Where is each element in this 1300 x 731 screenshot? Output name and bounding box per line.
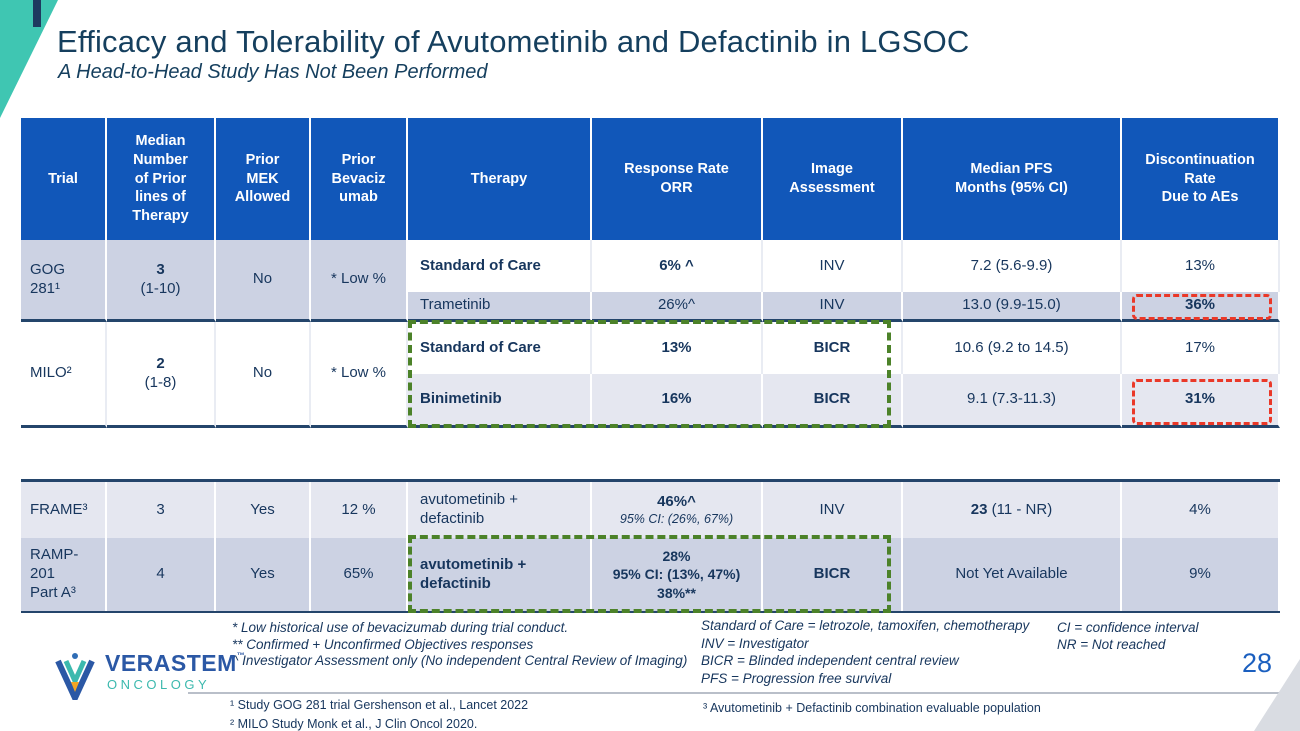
corner-accent-bar	[33, 0, 41, 27]
frame-therapy-cell: avutometinib + defactinib	[408, 482, 592, 538]
ramp-orr-value: 28%	[662, 548, 691, 565]
milo-soc-orr-cell: 13%	[592, 322, 763, 374]
trademark-symbol: ™	[236, 651, 246, 660]
avutometinib-trials-table: FRAME³ 3 Yes 12 % avutometinib + defacti…	[21, 479, 1280, 613]
footnote-line: PFS = Progression free survival	[701, 670, 892, 686]
gog-prior-bev-cell: * Low %	[311, 240, 408, 322]
frame-orr-value: 46%^	[657, 492, 696, 510]
verastem-division: ONCOLOGY	[107, 677, 211, 692]
citations-right: ³ Avutometinib + Defactinib combination …	[703, 699, 1041, 718]
verastem-brand: VERASTEM™	[105, 650, 246, 676]
frame-prior-lines-cell: 3	[107, 482, 216, 538]
frame-pfs-cell: 23 (11 - NR)	[903, 482, 1122, 538]
footer-divider-line	[188, 692, 1300, 694]
frame-pfs-text: 23 (11 - NR)	[971, 501, 1052, 520]
frame-prior-mek-cell: Yes	[216, 482, 311, 538]
frame-pfs-range: (11 - NR)	[987, 500, 1053, 518]
milo-prior-bev-cell: * Low %	[311, 322, 408, 428]
col-header-prior-mek: Prior MEK Allowed	[216, 118, 311, 240]
gog-prior-lines-median: 3	[156, 260, 165, 278]
trial-comparison-table: Trial Median Number of Prior lines of Th…	[21, 118, 1280, 428]
page-subtitle: A Head-to-Head Study Has Not Been Perfor…	[58, 61, 488, 83]
col-header-discontinuation: Discontinuation Rate Due to AEs	[1122, 118, 1280, 240]
corner-accent-triangle	[0, 0, 58, 118]
col-header-image-assessment: Image Assessment	[763, 118, 903, 240]
frame-prior-bev-cell: 12 %	[311, 482, 408, 538]
footnotes-left: * Low historical use of bevacizumab duri…	[232, 620, 687, 670]
ramp-orr-ci: 95% CI: (13%, 47%)	[612, 566, 741, 583]
frame-pfs-median: 23	[970, 500, 988, 518]
milo-soc-therapy-cell: Standard of Care	[408, 322, 592, 374]
footnote-line: NR = Not reached	[1057, 636, 1166, 652]
citations-left: ¹ Study GOG 281 trial Gershenson et al.,…	[230, 696, 528, 731]
footnotes-middle: Standard of Care = letrozole, tamoxifen,…	[701, 617, 1029, 687]
gog-trial-cell: GOG 281¹	[21, 240, 107, 322]
page-title: Efficacy and Tolerability of Avutometini…	[57, 24, 970, 59]
col-header-response-rate: Response Rate ORR	[592, 118, 763, 240]
milo-binimetinib-pfs-cell: 9.1 (7.3-11.3)	[903, 374, 1122, 428]
milo-binimetinib-orr-cell: 16%	[592, 374, 763, 428]
verastem-logo-text: VERASTEM™ ONCOLOGY	[105, 650, 246, 693]
footnote-line: BICR = Blinded independent central revie…	[701, 653, 959, 669]
gog-trametinib-pfs-cell: 13.0 (9.9-15.0)	[903, 292, 1122, 322]
milo-soc-discontinuation-cell: 17%	[1122, 322, 1280, 374]
ramp-orr-unconfirmed: 38%**	[657, 584, 696, 601]
gog-prior-lines-cell: 3 (1-10)	[107, 240, 216, 322]
footnote-line: CI = confidence interval	[1057, 620, 1199, 635]
gog-trametinib-discontinuation-cell: 36%	[1122, 292, 1280, 322]
col-header-prior-bevacizumab: Prior Bevaciz umab	[311, 118, 408, 240]
footnote-line: ** Confirmed + Unconfirmed Objectives re…	[232, 636, 534, 652]
gog-soc-assessment-cell: INV	[763, 240, 903, 292]
milo-prior-lines-cell: 2 (1-8)	[107, 322, 216, 428]
citation-line: ¹ Study GOG 281 trial Gershenson et al.,…	[230, 698, 529, 712]
frame-orr-cell: 46%^ 95% CI: (26%, 67%)	[592, 482, 763, 538]
footnote-line: INV = Investigator	[701, 635, 809, 651]
ramp-assessment-cell: BICR	[763, 538, 903, 611]
col-header-median-pfs: Median PFS Months (95% CI)	[903, 118, 1122, 240]
milo-soc-assessment-cell: BICR	[763, 322, 903, 374]
milo-prior-mek-cell: No	[216, 322, 311, 428]
gog-soc-pfs-cell: 7.2 (5.6-9.9)	[903, 240, 1122, 292]
gog-prior-mek-cell: No	[216, 240, 311, 322]
ramp-trial-cell: RAMP- 201 Part A³	[21, 538, 107, 611]
gog-soc-orr-cell: 6% ^	[592, 240, 763, 292]
gog-trametinib-orr-cell: 26%^	[592, 292, 763, 322]
frame-discontinuation-cell: 4%	[1122, 482, 1280, 538]
ramp-orr-cell: 28% 95% CI: (13%, 47%) 38%**	[592, 538, 763, 611]
ramp-discontinuation-cell: 9%	[1122, 538, 1280, 611]
gog-soc-therapy-cell: Standard of Care	[408, 240, 592, 292]
page-number: 28	[1241, 648, 1272, 678]
ramp-prior-bev-cell: 65%	[311, 538, 408, 611]
citation-line: ³ Avutometinib + Defactinib combination …	[703, 701, 1041, 715]
milo-prior-lines-median: 2	[156, 354, 165, 372]
gog-trametinib-assessment-cell: INV	[763, 292, 903, 322]
ramp-pfs-cell: Not Yet Available	[903, 538, 1122, 611]
ramp-prior-lines-cell: 4	[107, 538, 216, 611]
verastem-v-icon	[55, 653, 95, 700]
footnote-line: * Low historical use of bevacizumab duri…	[232, 620, 569, 635]
ramp-therapy-cell: avutometinib + defactinib	[408, 538, 592, 611]
milo-binimetinib-therapy-cell: Binimetinib	[408, 374, 592, 428]
milo-binimetinib-discontinuation-cell: 31%	[1122, 374, 1280, 428]
frame-assessment-cell: INV	[763, 482, 903, 538]
col-header-trial: Trial	[21, 118, 107, 240]
col-header-therapy: Therapy	[408, 118, 592, 240]
footnote-line: ^ Investigator Assessment only (No indep…	[232, 653, 688, 669]
citation-line: ² MILO Study Monk et al., J Clin Oncol 2…	[230, 716, 478, 731]
frame-orr-ci: 95% CI: (26%, 67%)	[619, 511, 734, 526]
footnote-line: Standard of Care = letrozole, tamoxifen,…	[701, 618, 1030, 633]
frame-trial-cell: FRAME³	[21, 482, 107, 538]
milo-trial-cell: MILO²	[21, 322, 107, 428]
verastem-logo: VERASTEM™ ONCOLOGY	[52, 652, 245, 700]
footnotes-right: CI = confidence interval NR = Not reache…	[1057, 620, 1198, 653]
gog-trametinib-therapy-cell: Trametinib	[408, 292, 592, 322]
gog-soc-discontinuation-cell: 13%	[1122, 240, 1280, 292]
col-header-prior-lines: Median Number of Prior lines of Therapy	[107, 118, 216, 240]
milo-prior-lines-range: (1-8)	[144, 373, 177, 391]
milo-binimetinib-assessment-cell: BICR	[763, 374, 903, 428]
milo-soc-pfs-cell: 10.6 (9.2 to 14.5)	[903, 322, 1122, 374]
gog-prior-lines-range: (1-10)	[140, 279, 181, 297]
ramp-prior-mek-cell: Yes	[216, 538, 311, 611]
